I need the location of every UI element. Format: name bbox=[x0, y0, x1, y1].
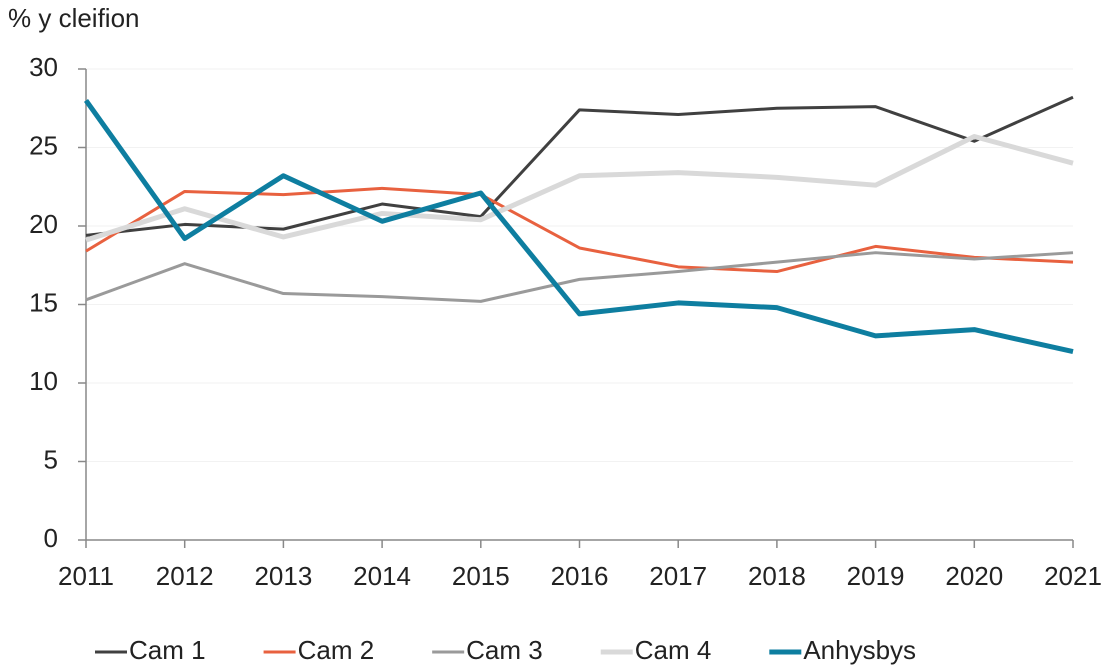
legend-label: Cam 3 bbox=[466, 635, 543, 665]
legend-label: Cam 1 bbox=[129, 635, 206, 665]
x-tick-label: 2017 bbox=[649, 561, 707, 591]
y-tick-label: 20 bbox=[29, 209, 58, 239]
x-tick-label: 2011 bbox=[58, 561, 114, 591]
x-tick-label: 2020 bbox=[945, 561, 1003, 591]
x-tick-label: 2013 bbox=[254, 561, 312, 591]
x-tick-label: 2016 bbox=[551, 561, 609, 591]
series-line bbox=[83, 98, 1074, 355]
x-tick-label: 2021 bbox=[1044, 561, 1102, 591]
series-line bbox=[85, 251, 1074, 303]
series-line bbox=[85, 186, 1074, 274]
legend-label: Cam 2 bbox=[298, 635, 375, 665]
x-tick-label: 2014 bbox=[353, 561, 411, 591]
legend-label: Anhysbys bbox=[803, 635, 916, 665]
y-tick-label: 5 bbox=[44, 444, 58, 474]
series-line bbox=[85, 134, 1074, 243]
y-tick-label: 15 bbox=[29, 287, 58, 317]
axis-title: % y cleifion bbox=[8, 3, 140, 33]
x-tick-label: 2012 bbox=[156, 561, 214, 591]
y-tick-label: 10 bbox=[29, 366, 58, 396]
series-line bbox=[85, 95, 1074, 237]
y-tick-label: 30 bbox=[29, 52, 58, 82]
y-tick-label: 0 bbox=[44, 523, 58, 553]
legend: Cam 1 Cam 2 Cam 3 Cam 4 Anhysbys bbox=[95, 635, 916, 665]
x-tick-label: 2019 bbox=[847, 561, 905, 591]
x-tick-label: 2015 bbox=[452, 561, 510, 591]
x-tick-label: 2018 bbox=[748, 561, 806, 591]
legend-label: Cam 4 bbox=[635, 635, 712, 665]
y-tick-label: 25 bbox=[29, 130, 58, 160]
